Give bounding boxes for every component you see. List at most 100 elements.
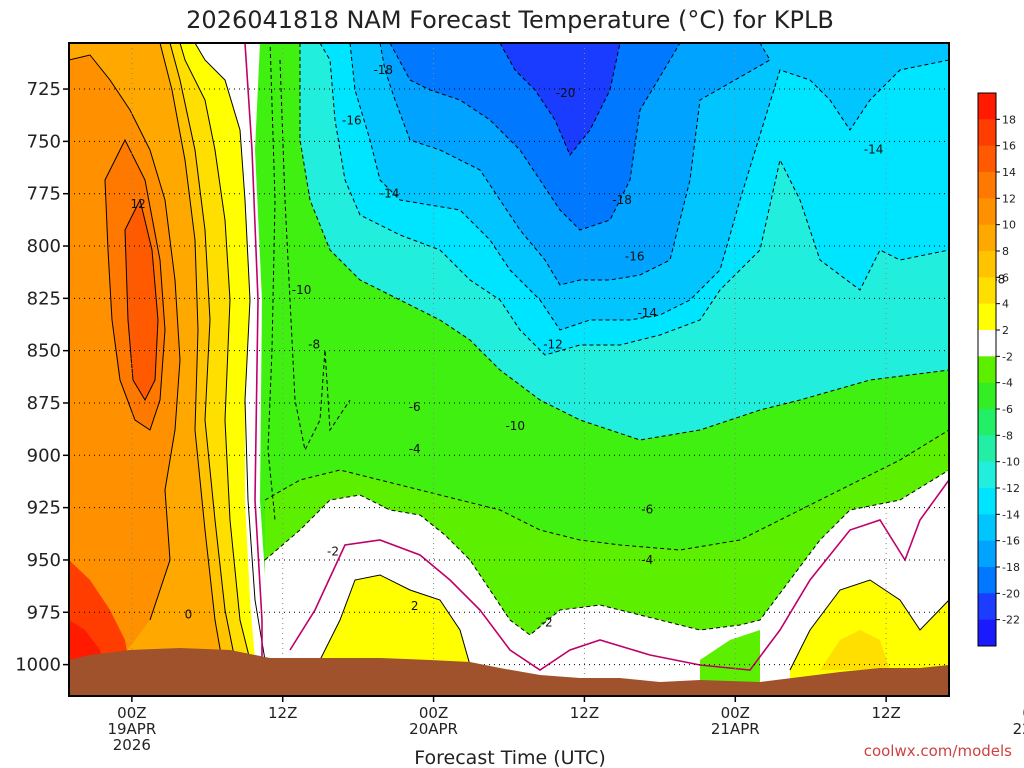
colorbar-swatch: [978, 382, 996, 410]
colorbar-swatch: [978, 619, 996, 647]
terrain-ground: [69, 648, 949, 696]
y-axis: 725 750 775 800 825 850 875 900 925 950 975 1000: [15, 79, 69, 676]
contour-label: -4: [641, 553, 653, 567]
contour-label: -2: [327, 545, 339, 559]
colorbar-label: 18: [1002, 113, 1016, 126]
contour-label: -12: [543, 337, 563, 351]
temp-band-lime-pocket: [700, 630, 760, 690]
colorbar-swatch: [978, 277, 996, 305]
temp-band-white-left: [195, 43, 268, 660]
colorbar-label: 4: [1002, 298, 1009, 311]
y-tick-label: 900: [27, 445, 61, 466]
colorbar-swatch: [978, 145, 996, 173]
colorbar-swatch: [978, 356, 996, 384]
y-tick-label: 850: [27, 341, 61, 362]
colorbar-label: -12: [1002, 482, 1020, 495]
contour-lines-solid: [69, 43, 949, 671]
colorbar-swatch: [978, 435, 996, 463]
colorbar-swatch: [978, 224, 996, 252]
contour-label: -4: [409, 442, 421, 456]
colorbar-label: 12: [1002, 192, 1016, 205]
credit-text: coolwx.com/models: [864, 742, 1012, 760]
y-tick-label: 875: [27, 393, 61, 414]
contour-label: -6: [409, 400, 421, 414]
colorbar-label: -16: [1002, 535, 1020, 548]
colorbar-swatch: [978, 593, 996, 621]
y-tick-label: 925: [27, 498, 61, 519]
temp-band-red: [125, 200, 158, 400]
contour-label: -14: [637, 306, 657, 320]
x-tick-label: 00Z: [419, 704, 448, 722]
x-axis-label: Forecast Time (UTC): [414, 747, 605, 768]
contour-label: -16: [342, 113, 362, 127]
colorbar-label: 10: [1002, 219, 1016, 232]
x-axis: 00Z19APR202612Z00Z20APR12Z00Z21APR12Z00Z…: [107, 696, 1024, 754]
colorbar-label: -2: [1002, 350, 1013, 363]
contour-label: -6: [641, 503, 653, 517]
colorbar-swatch: [978, 172, 996, 199]
colorbar-swatch: [978, 409, 996, 436]
contour-lines-dashed: [264, 43, 949, 636]
contour-label: -2: [541, 616, 553, 630]
colorbar-swatch: [978, 119, 996, 147]
colorbar-label: -20: [1002, 587, 1020, 600]
colorbar-frame: [977, 92, 997, 647]
x-tick-label: 00Z: [1022, 704, 1024, 722]
colorbar-label: -8: [1002, 429, 1013, 442]
x-tick-label: 20APR: [409, 720, 458, 738]
colorbar-label: -18: [1002, 561, 1020, 574]
colorbar-label: -22: [1002, 614, 1020, 627]
plot-frame: [68, 42, 950, 697]
colorbar-label: -14: [1002, 508, 1020, 521]
x-tick-label: 22APR: [1013, 720, 1024, 738]
y-tick-label: 725: [27, 79, 61, 100]
colorbar-swatch: [978, 303, 996, 331]
colorbar-swatch: [978, 93, 996, 120]
y-tick-label: 825: [27, 288, 61, 309]
colorbar-label: 14: [1002, 166, 1016, 179]
contour-label: -10: [505, 419, 525, 433]
colorbar-label: -10: [1002, 456, 1020, 469]
contour-label: 2: [411, 599, 419, 613]
contour-label: -18: [373, 63, 393, 77]
temp-band-deep-blue: [500, 43, 620, 155]
contour-label: -18: [612, 193, 632, 207]
colorbar-swatch: [978, 198, 996, 226]
contour-label: 12: [131, 197, 146, 211]
colorbar-label: -6: [1002, 403, 1013, 416]
contour-label: -14: [380, 187, 400, 201]
colorbar-label: 6: [1002, 271, 1009, 284]
colorbar-label: 2: [1002, 324, 1009, 337]
colorbar-swatch: [978, 488, 996, 515]
chart-title: 2026041818 NAM Forecast Temperature (°C)…: [186, 6, 834, 34]
colorbar-swatch: [978, 540, 996, 568]
y-tick-label: 950: [27, 550, 61, 571]
plot-area: [69, 43, 949, 696]
contour-label: -8: [993, 273, 1005, 287]
x-tick-label: 21APR: [711, 720, 760, 738]
colorbar: 18 16 14 12 10 8 6 4 2 -2 -4 -6 -8 -10 -12 -14 -16 -18 -20…: [977, 92, 1020, 647]
contour-label: -10: [292, 283, 312, 297]
y-tick-label: 975: [27, 602, 61, 623]
contour-label: -20: [556, 86, 576, 100]
colorbar-label: -4: [1002, 377, 1013, 390]
x-tick-label: 12Z: [570, 704, 599, 722]
x-tick-label: 00Z: [117, 704, 146, 722]
colorbar-label: 16: [1002, 140, 1016, 153]
x-tick-label: 00Z: [721, 704, 750, 722]
contour-label: -14: [864, 143, 884, 157]
y-tick-label: 750: [27, 131, 61, 152]
x-tick-label: 19APR: [107, 720, 156, 738]
colorbar-swatch: [978, 330, 996, 357]
colorbar-swatch: [978, 567, 996, 594]
y-tick-label: 775: [27, 184, 61, 205]
y-tick-label: 800: [27, 236, 61, 257]
colorbar-label: 8: [1002, 245, 1009, 258]
temp-band-gold-right: [820, 630, 890, 670]
grid-lines: [69, 43, 949, 696]
x-tick-label: 2026: [113, 736, 151, 754]
contour-label: -8: [308, 337, 320, 351]
zero-isotherm: [244, 43, 949, 671]
colorbar-swatch: [978, 251, 996, 278]
